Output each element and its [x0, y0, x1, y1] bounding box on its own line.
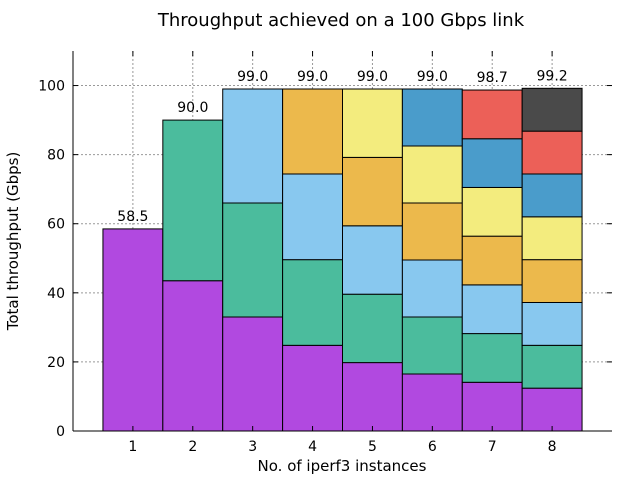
bar-segment-6-3 — [401, 259, 463, 318]
y-tick-label: 80 — [47, 148, 65, 164]
total-label-3: 99.0 — [237, 69, 268, 85]
bar-segment-5-4 — [342, 156, 403, 227]
total-label-1: 58.5 — [117, 209, 148, 225]
bar-segment-4-2 — [282, 259, 344, 346]
y-tick-label: 100 — [38, 79, 65, 95]
y-tick-label: 0 — [56, 424, 65, 440]
bar-segment-8-4 — [521, 259, 583, 303]
bar-segment-5-2 — [342, 293, 403, 364]
x-tick-label: 2 — [188, 439, 197, 455]
bar-segment-7-2 — [461, 333, 523, 383]
y-tick-label: 40 — [47, 286, 65, 302]
total-label-5: 99.0 — [357, 69, 388, 85]
bar-segment-2-2 — [162, 119, 224, 282]
x-tick-label: 7 — [488, 439, 497, 455]
bar-segment-8-7 — [521, 130, 583, 175]
bar-segment-1-1 — [102, 228, 164, 432]
bar-stacks — [102, 87, 583, 432]
bar-segment-7-5 — [461, 186, 523, 237]
bar-segment-7-4 — [461, 235, 523, 286]
x-tick-label: 4 — [308, 439, 317, 455]
y-axis-label: Total throughput (Gbps) — [4, 152, 22, 332]
total-label-4: 99.0 — [297, 69, 328, 85]
x-tick-label: 1 — [128, 439, 137, 455]
bar-segment-3-1 — [222, 316, 284, 432]
bar-segment-3-2 — [222, 202, 284, 318]
total-label-7: 98.7 — [477, 70, 508, 86]
axes — [72, 51, 612, 432]
bar-segment-4-1 — [282, 344, 344, 432]
bar-segment-8-8 — [521, 87, 583, 132]
x-tick-label: 6 — [428, 439, 437, 455]
y-tick-label: 60 — [47, 217, 65, 233]
bar-segment-4-3 — [282, 173, 344, 261]
total-label-8: 99.2 — [537, 68, 568, 84]
bar-segment-6-6 — [401, 88, 463, 147]
bar-segment-8-3 — [521, 301, 583, 346]
bar-segment-6-5 — [401, 145, 463, 204]
bar-segment-5-1 — [342, 362, 403, 432]
bar-segment-7-7 — [461, 89, 523, 140]
bar-segment-3-3 — [222, 88, 284, 204]
bar-segment-6-2 — [401, 316, 463, 375]
x-tick-label: 8 — [548, 439, 557, 455]
y-tick-label: 20 — [47, 355, 65, 371]
x-tick-label: 5 — [368, 439, 377, 455]
bar-segment-6-4 — [401, 202, 463, 261]
bar-segment-7-6 — [461, 138, 523, 188]
bar-segment-6-1 — [401, 373, 463, 432]
bar-segment-7-3 — [461, 284, 523, 335]
data-labels: 58.5 90.0 99.0 99.0 99.0 99.0 98.7 99.2 — [117, 68, 567, 225]
tick-labels: 0 20 40 60 80 100 1 2 3 4 5 6 7 8 — [38, 79, 556, 455]
bar-segment-4-4 — [282, 88, 344, 175]
x-axis-label: No. of iperf3 instances — [258, 457, 427, 475]
x-tick-label: 3 — [248, 439, 257, 455]
total-label-6: 99.0 — [417, 69, 448, 85]
bar-segment-8-5 — [521, 216, 583, 261]
bar-segment-8-6 — [521, 173, 583, 218]
bar-segment-7-1 — [461, 381, 523, 432]
chart-title: Throughput achieved on a 100 Gbps link — [157, 10, 525, 31]
bar-segment-8-1 — [521, 387, 583, 432]
total-label-2: 90.0 — [177, 100, 208, 116]
bar-segment-2-1 — [162, 280, 224, 432]
bar-segment-5-5 — [342, 88, 403, 158]
bar-segment-5-3 — [342, 225, 403, 295]
bar-segment-8-2 — [521, 344, 583, 389]
